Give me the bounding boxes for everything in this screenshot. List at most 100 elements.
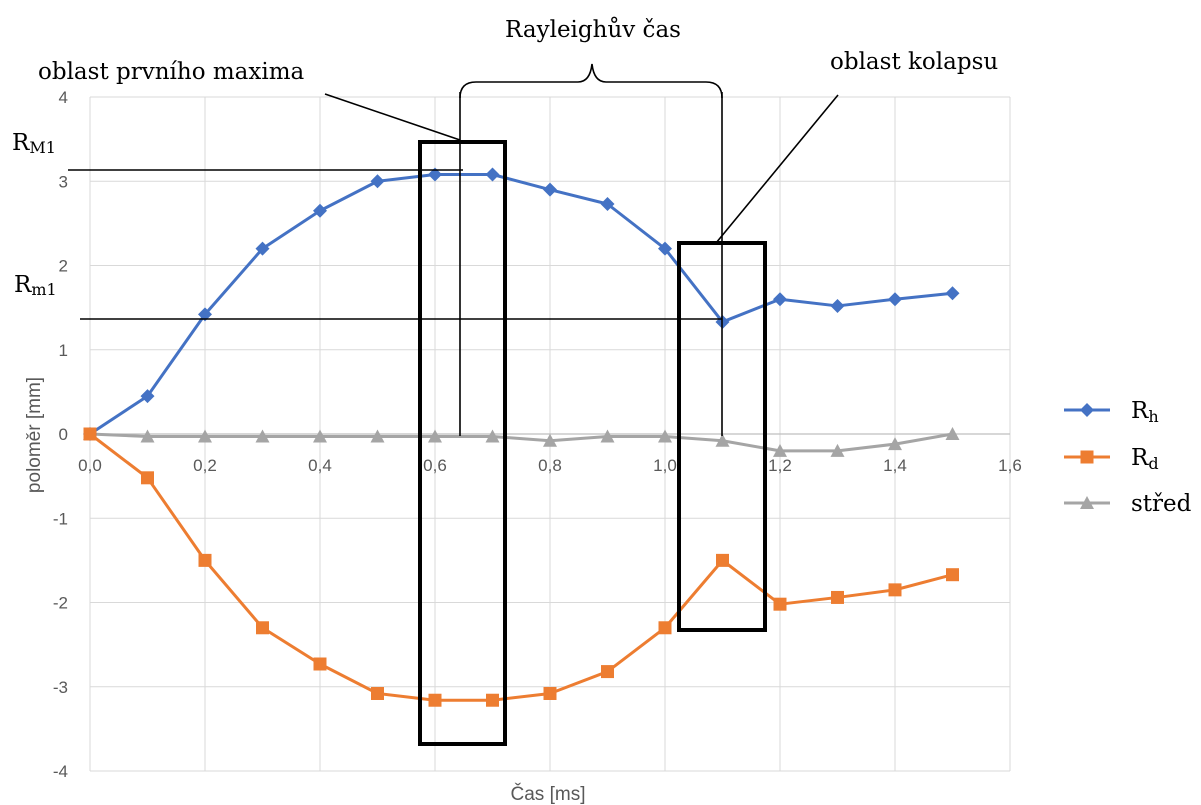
series-line (89, 432, 953, 453)
rm1-lower-sub: m1 (31, 280, 56, 299)
first-max-box (418, 140, 507, 746)
y-axis-title: poloměr [mm] (24, 377, 45, 493)
data-point (716, 553, 729, 567)
rayleigh-brace (459, 63, 723, 99)
data-point (371, 686, 384, 700)
x-tick-labels: 0,0 0,2 0,4 0,6 0,8 1,0 1,2 1,4 1,6 (78, 456, 1022, 475)
data-point (140, 429, 155, 443)
x-tick-label: 0,8 (538, 456, 562, 475)
legend-label-sub: d (1148, 454, 1158, 473)
data-point (888, 292, 902, 307)
data-point (140, 389, 155, 404)
data-point (543, 686, 557, 700)
series-0 (83, 167, 960, 441)
data-point (945, 286, 960, 301)
legend-label-sub: h (1148, 407, 1158, 426)
data-point (428, 167, 442, 182)
data-point (658, 429, 672, 443)
data-point (370, 429, 385, 443)
x-tick-label: 1,6 (998, 456, 1022, 475)
y-tick-label: 1 (59, 341, 68, 360)
rm1-upper-main: R (12, 130, 30, 156)
legend-label: Rd (1131, 445, 1159, 473)
y-tick-label: 4 (59, 88, 68, 107)
data-point (485, 167, 500, 182)
data-point (658, 621, 672, 635)
y-tick-label: -4 (53, 762, 68, 781)
series-2 (83, 427, 960, 457)
data-point (485, 429, 500, 443)
series-layer (83, 167, 960, 707)
data-point (428, 429, 442, 443)
legend-item: Rh (1064, 398, 1159, 426)
x-tick-label: 0,4 (308, 456, 332, 475)
data-point (313, 657, 327, 671)
data-point (198, 553, 212, 567)
rayleigh-label: Rayleighův čas (505, 16, 681, 43)
x-tick-label: 1,4 (883, 456, 907, 475)
legend-label: Rh (1131, 398, 1159, 426)
rm1-lower-label: Rm1 (14, 272, 57, 299)
data-point (888, 583, 902, 597)
data-point (831, 590, 844, 604)
x-tick-label: 0,2 (193, 456, 217, 475)
data-point (543, 182, 557, 197)
data-point (428, 693, 442, 707)
data-point (543, 433, 557, 447)
data-point (946, 568, 959, 582)
rm1-lower-main: R (14, 272, 32, 298)
legend-item: střed (1064, 491, 1192, 517)
x-tick-label: 0,0 (78, 456, 102, 475)
legend-marker (1080, 403, 1094, 417)
y-tick-label: 0 (59, 425, 68, 444)
annotations: Rayleighův čas oblast prvního maxima obl… (12, 16, 998, 746)
data-point (255, 241, 270, 256)
first-max-leader (324, 93, 461, 141)
legend-marker (1080, 450, 1094, 464)
y-tick-label: -2 (53, 594, 68, 613)
legend-item: Rd (1064, 445, 1159, 473)
legend-label-main: R (1131, 445, 1149, 471)
y-tick-labels: 4 3 2 1 0 -1 -2 -3 -4 (53, 88, 68, 781)
data-point (83, 427, 97, 441)
x-tick-label: 0,6 (423, 456, 447, 475)
x-axis-title: Čas [ms] (511, 783, 586, 805)
data-point (370, 174, 385, 189)
data-point (198, 307, 212, 322)
data-point (486, 693, 499, 707)
data-point (601, 665, 614, 679)
data-point (600, 196, 615, 211)
legend-label-main: R (1131, 398, 1149, 424)
x-tick-label: 1,0 (653, 456, 677, 475)
rm1-upper-sub: M1 (29, 138, 56, 157)
legend-label-main: střed (1131, 491, 1192, 517)
legend-marker (1080, 496, 1094, 509)
data-point (313, 429, 327, 443)
data-point (198, 429, 212, 443)
data-point (313, 203, 327, 218)
data-point (773, 597, 787, 611)
data-point (715, 433, 730, 447)
data-point (888, 437, 902, 451)
collapse-label: oblast kolapsu (830, 49, 998, 75)
data-point (945, 427, 960, 440)
data-point (600, 429, 615, 443)
first-max-label: oblast prvního maxima (38, 59, 305, 85)
data-point (773, 292, 787, 307)
y-tick-label: 2 (59, 257, 68, 276)
series-line (89, 432, 953, 702)
series-line (89, 173, 953, 436)
y-tick-label: 3 (59, 172, 68, 191)
data-point (830, 298, 845, 313)
series-1 (83, 427, 959, 707)
y-tick-label: -1 (53, 509, 68, 528)
rm1-upper-label: RM1 (12, 130, 56, 157)
data-point (256, 621, 269, 635)
y-tick-label: -3 (53, 678, 68, 697)
data-point (141, 471, 154, 485)
x-tick-label: 1,2 (768, 456, 792, 475)
data-point (255, 429, 270, 443)
collapse-leader (715, 94, 839, 244)
